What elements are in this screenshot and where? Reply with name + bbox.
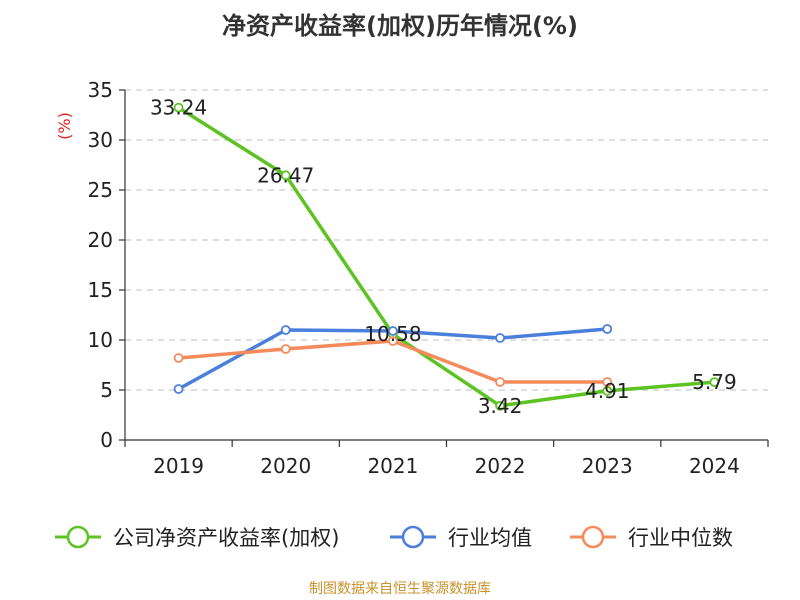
x-tick-label: 2020 <box>260 454 311 478</box>
series-line <box>178 339 608 384</box>
x-tick-label: 2024 <box>689 454 740 478</box>
data-point <box>495 377 505 387</box>
data-label: 3.42 <box>478 394 523 418</box>
y-tick-label: 20 <box>88 228 113 252</box>
y-tick-label: 35 <box>88 78 113 102</box>
legend-label: 公司净资产收益率(加权) <box>113 526 339 550</box>
y-axis-label: (%) <box>55 112 74 140</box>
legend-label: 行业均值 <box>448 526 532 550</box>
data-point <box>602 324 613 334</box>
y-tick-label: 0 <box>100 428 113 452</box>
x-tick-label: 2023 <box>582 454 633 478</box>
series-lines <box>173 102 720 411</box>
legend-item[interactable]: 行业均值 <box>390 525 532 550</box>
data-label: 5.79 <box>692 370 737 394</box>
y-tick-label: 10 <box>88 328 113 352</box>
data-point <box>173 353 184 363</box>
y-tick-label: 5 <box>100 378 113 402</box>
y-tick-label: 30 <box>88 128 113 152</box>
axes: 0 5 10 15 20 25 30 35 2019 2020 2021 2022 2023 2024 <box>88 78 769 478</box>
x-tick-label: 2022 <box>475 454 526 478</box>
data-point <box>388 326 398 336</box>
legend-marker-icon <box>581 525 605 549</box>
legend: 公司净资产收益率(加权) 行业均值 行业中位数 <box>55 525 733 550</box>
data-point <box>280 325 291 335</box>
footer-source: 制图数据来自恒生聚源数据库 <box>309 581 491 597</box>
data-label: 4.91 <box>585 379 630 403</box>
data-labels: 33.24 26.47 10.58 3.42 4.91 5.79 <box>150 96 737 418</box>
data-point <box>495 400 505 411</box>
x-tick-label: 2021 <box>367 454 418 478</box>
data-point <box>173 384 184 394</box>
y-tick-label: 25 <box>88 178 113 202</box>
data-point <box>709 377 720 388</box>
data-point <box>388 336 398 346</box>
x-tick-label: 2019 <box>153 454 204 478</box>
data-label: 10.58 <box>364 322 421 346</box>
data-label: 26.47 <box>257 163 314 187</box>
legend-label: 行业中位数 <box>628 526 733 550</box>
series-line <box>177 106 715 408</box>
y-tick-label: 15 <box>88 278 113 302</box>
legend-marker-icon <box>66 525 90 549</box>
legend-item[interactable]: 公司净资产收益率(加权) <box>55 525 339 550</box>
data-point <box>495 333 505 343</box>
data-point <box>173 102 184 113</box>
legend-marker-icon <box>401 525 425 549</box>
gridlines <box>125 89 768 391</box>
data-point <box>280 170 291 181</box>
data-label: 33.24 <box>150 96 207 120</box>
data-point <box>602 377 613 387</box>
chart-title: 净资产收益率(加权)历年情况(%) <box>222 12 578 40</box>
data-point <box>280 344 291 354</box>
legend-item[interactable]: 行业中位数 <box>570 525 733 550</box>
